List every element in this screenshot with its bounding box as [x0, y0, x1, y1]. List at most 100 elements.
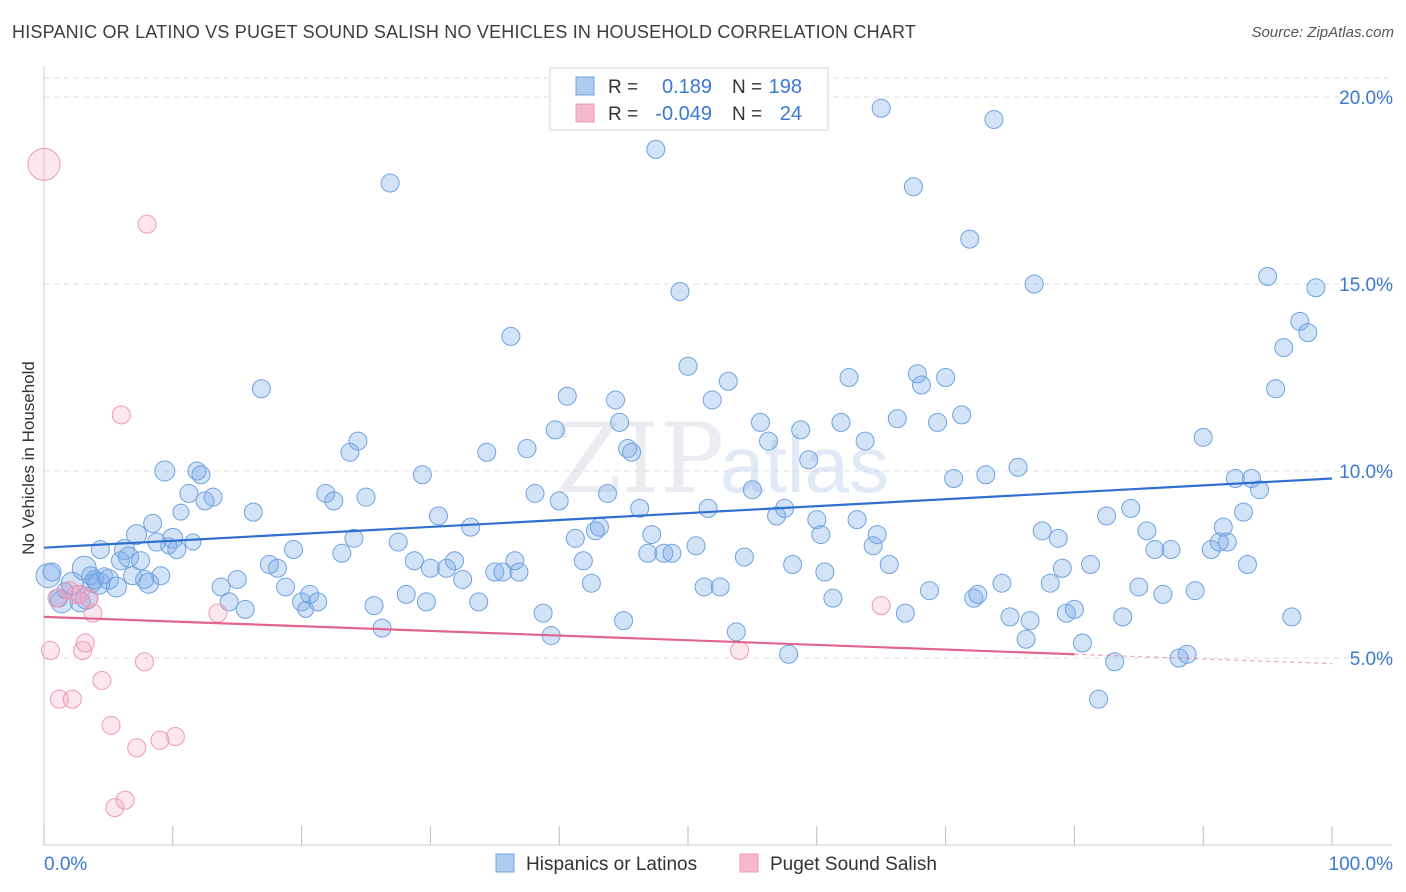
data-point-hispanic — [855, 431, 875, 451]
watermark-zip: ZIP — [555, 403, 724, 515]
x-tick-label: 0.0% — [44, 854, 87, 875]
data-point-hispanic — [42, 562, 62, 582]
data-point-hispanic — [1089, 689, 1109, 709]
trend-line-salish — [43, 615, 1075, 656]
legend-n-value: 24 — [780, 103, 802, 125]
data-point-hispanic — [598, 483, 617, 503]
data-point-hispanic — [284, 540, 304, 560]
legend-swatch-blue — [575, 76, 595, 96]
data-point-salish — [165, 727, 185, 747]
data-point-hispanic — [1193, 427, 1213, 447]
grid-layer — [44, 77, 1392, 659]
data-point-hispanic — [968, 584, 988, 604]
data-point-hispanic — [960, 229, 980, 249]
data-point-hispanic — [895, 603, 915, 623]
data-point-hispanic — [1048, 528, 1068, 548]
trend-layer — [43, 477, 1333, 665]
data-point-hispanic — [1250, 480, 1270, 500]
data-point-hispanic — [154, 460, 176, 482]
data-point-salish — [27, 147, 61, 181]
data-point-hispanic — [191, 465, 211, 485]
data-point-hispanic — [412, 465, 432, 485]
bottom-legend-swatch-blue — [495, 853, 515, 873]
data-point-hispanic — [952, 405, 972, 425]
legend-n-label: N = — [732, 77, 762, 98]
data-point-hispanic — [151, 566, 171, 586]
data-point-hispanic — [428, 506, 448, 526]
data-point-hispanic — [1258, 267, 1278, 287]
data-point-hispanic — [219, 592, 239, 612]
data-point-hispanic — [344, 528, 364, 548]
data-point-hispanic — [404, 551, 424, 571]
legend-r-label: R = — [608, 104, 638, 125]
data-point-hispanic — [316, 483, 336, 503]
legend-n-label: N = — [732, 104, 762, 125]
data-point-hispanic — [340, 442, 360, 462]
data-point-hispanic — [936, 368, 956, 387]
data-point-hispanic — [437, 558, 456, 578]
data-point-hispanic — [105, 576, 127, 598]
data-point-hispanic — [654, 543, 674, 563]
data-point-hispanic — [243, 502, 263, 522]
data-point-hispanic — [184, 533, 202, 551]
chart-source: Source: ZipAtlas.com — [1251, 24, 1394, 41]
data-point-hispanic — [1032, 521, 1052, 541]
data-point-salish — [49, 689, 69, 709]
data-point-hispanic — [920, 581, 939, 601]
data-point-hispanic — [863, 536, 883, 556]
data-point-hispanic — [887, 409, 907, 429]
data-point-salish — [137, 214, 157, 234]
data-point-hispanic — [505, 551, 525, 571]
data-point-hispanic — [1000, 607, 1020, 627]
data-point-hispanic — [227, 569, 247, 589]
data-point-hispanic — [300, 584, 320, 604]
data-point-salish — [208, 603, 228, 623]
data-point-hispanic — [710, 577, 730, 597]
data-point-hispanic — [332, 543, 352, 563]
data-point-hispanic — [992, 573, 1012, 593]
chart-title: HISPANIC OR LATINO VS PUGET SOUND SALISH… — [12, 22, 917, 42]
data-point-hispanic — [1016, 629, 1036, 649]
data-point-hispanic — [131, 551, 151, 571]
data-point-salish — [73, 641, 93, 661]
data-point-hispanic — [1237, 555, 1257, 574]
axes-layer — [43, 66, 1392, 846]
data-point-hispanic — [1233, 502, 1253, 522]
data-point-hispanic — [742, 480, 762, 500]
data-point-hispanic — [779, 644, 799, 664]
data-point-salish — [40, 641, 60, 661]
data-point-hispanic — [783, 555, 803, 574]
data-point-hispanic — [126, 524, 148, 546]
legend-r-value: -0.049 — [655, 103, 712, 125]
data-point-hispanic — [1064, 599, 1084, 619]
data-point-hispanic — [211, 577, 231, 597]
data-point-hispanic — [420, 558, 440, 578]
data-point-hispanic — [235, 599, 255, 619]
data-point-hispanic — [581, 573, 601, 593]
data-point-hispanic — [698, 498, 718, 518]
data-point-hispanic — [1209, 532, 1229, 552]
data-point-hispanic — [1266, 379, 1286, 399]
data-point-hispanic — [143, 513, 163, 533]
data-point-hispanic — [944, 468, 964, 488]
data-point-hispanic — [686, 536, 706, 556]
data-point-salish — [101, 715, 121, 735]
bottom-legend-swatch-pink — [739, 853, 759, 873]
data-point-hispanic — [610, 412, 630, 432]
data-point-hispanic — [1105, 652, 1125, 672]
data-point-hispanic — [646, 139, 666, 159]
data-point-hispanic — [135, 569, 155, 589]
data-point-hispanic — [815, 562, 835, 582]
data-point-hispanic — [1113, 607, 1133, 627]
data-point-hispanic — [573, 551, 593, 571]
data-point-hispanic — [759, 431, 778, 451]
data-point-hispanic — [807, 510, 827, 530]
data-point-hispanic — [396, 584, 416, 604]
data-point-salish — [105, 798, 125, 818]
points-layer — [27, 98, 1326, 818]
data-point-hispanic — [734, 547, 754, 567]
data-point-hispanic — [348, 431, 368, 451]
data-point-hispanic — [162, 527, 184, 549]
y-tick-label: 10.0% — [1339, 462, 1393, 483]
y-axis-label: No Vehicles in Household — [19, 361, 38, 555]
